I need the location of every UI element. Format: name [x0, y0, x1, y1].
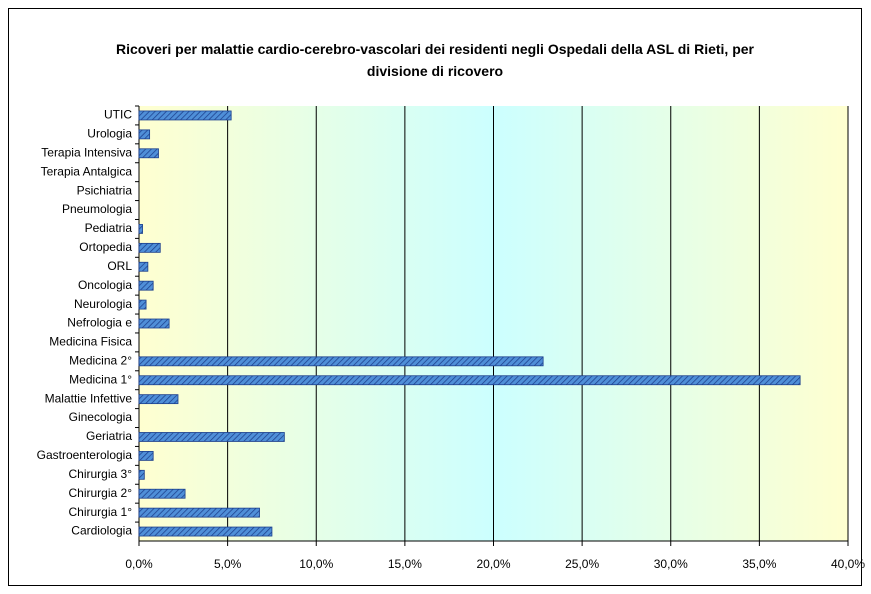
- y-tick-label: Geriatria: [86, 429, 132, 443]
- y-tick-label: Ortopedia: [79, 240, 132, 254]
- bar: [138, 375, 801, 386]
- bar: [138, 318, 170, 329]
- y-tick-label: Pneumologia: [62, 202, 132, 216]
- y-tick-label: Chirurgia 1°: [69, 505, 133, 519]
- y-tick-label: Medicina Fisica: [49, 335, 132, 349]
- y-tick-label: Terapia Intensiva: [41, 145, 132, 159]
- y-tick-label: UTIC: [104, 108, 132, 122]
- y-tick-label: Gastroenterologia: [37, 448, 133, 462]
- y-tick-label: Neurologia: [74, 297, 132, 311]
- bar: [138, 488, 186, 499]
- y-tick-label: Psichiatria: [77, 183, 133, 197]
- bar: [138, 129, 151, 140]
- y-tick-label: Cardiologia: [71, 524, 132, 538]
- y-tick-label: ORL: [107, 259, 132, 273]
- bar: [138, 469, 145, 480]
- bar: [138, 261, 149, 272]
- y-tick-label: Chirurgia 3°: [69, 467, 133, 481]
- y-tick-label: Nefrologia e: [67, 316, 132, 330]
- bar: [138, 299, 147, 310]
- bar: [138, 450, 154, 461]
- x-tick-label: 35,0%: [742, 557, 776, 571]
- x-tick-label: 25,0%: [565, 557, 599, 571]
- y-tick-label: Oncologia: [78, 278, 132, 292]
- bar: [138, 242, 161, 253]
- bar: [138, 148, 159, 159]
- x-tick-label: 30,0%: [654, 557, 688, 571]
- y-tick-label: Pediatria: [85, 221, 133, 235]
- x-tick-label: 10,0%: [299, 557, 333, 571]
- bar: [138, 507, 260, 518]
- bar: [138, 356, 544, 367]
- x-tick-label: 20,0%: [476, 557, 510, 571]
- x-tick-label: 15,0%: [388, 557, 422, 571]
- y-tick-label: Ginecologia: [69, 410, 133, 424]
- x-tick-label: 40,0%: [831, 557, 865, 571]
- chart-title: Ricoveri per malattie cardio-cerebro-vas…: [116, 41, 754, 79]
- bar: [138, 110, 232, 121]
- bar: [138, 394, 179, 405]
- bar: [138, 526, 273, 537]
- y-tick-label: Medicina 2°: [69, 353, 132, 367]
- bar: [138, 224, 143, 234]
- chart-frame: [8, 8, 862, 586]
- y-tick-label: Medicina 1°: [69, 372, 132, 386]
- x-tick-label: 0,0%: [125, 557, 153, 571]
- y-tick-label: Terapia Antalgica: [41, 164, 133, 178]
- y-tick-label: Urologia: [87, 127, 132, 141]
- bar: [138, 280, 154, 291]
- bar: [138, 432, 285, 442]
- y-tick-label: Malattie Infettive: [45, 391, 133, 405]
- x-tick-label: 5,0%: [214, 557, 242, 571]
- y-tick-label: Chirurgia 2°: [69, 486, 133, 500]
